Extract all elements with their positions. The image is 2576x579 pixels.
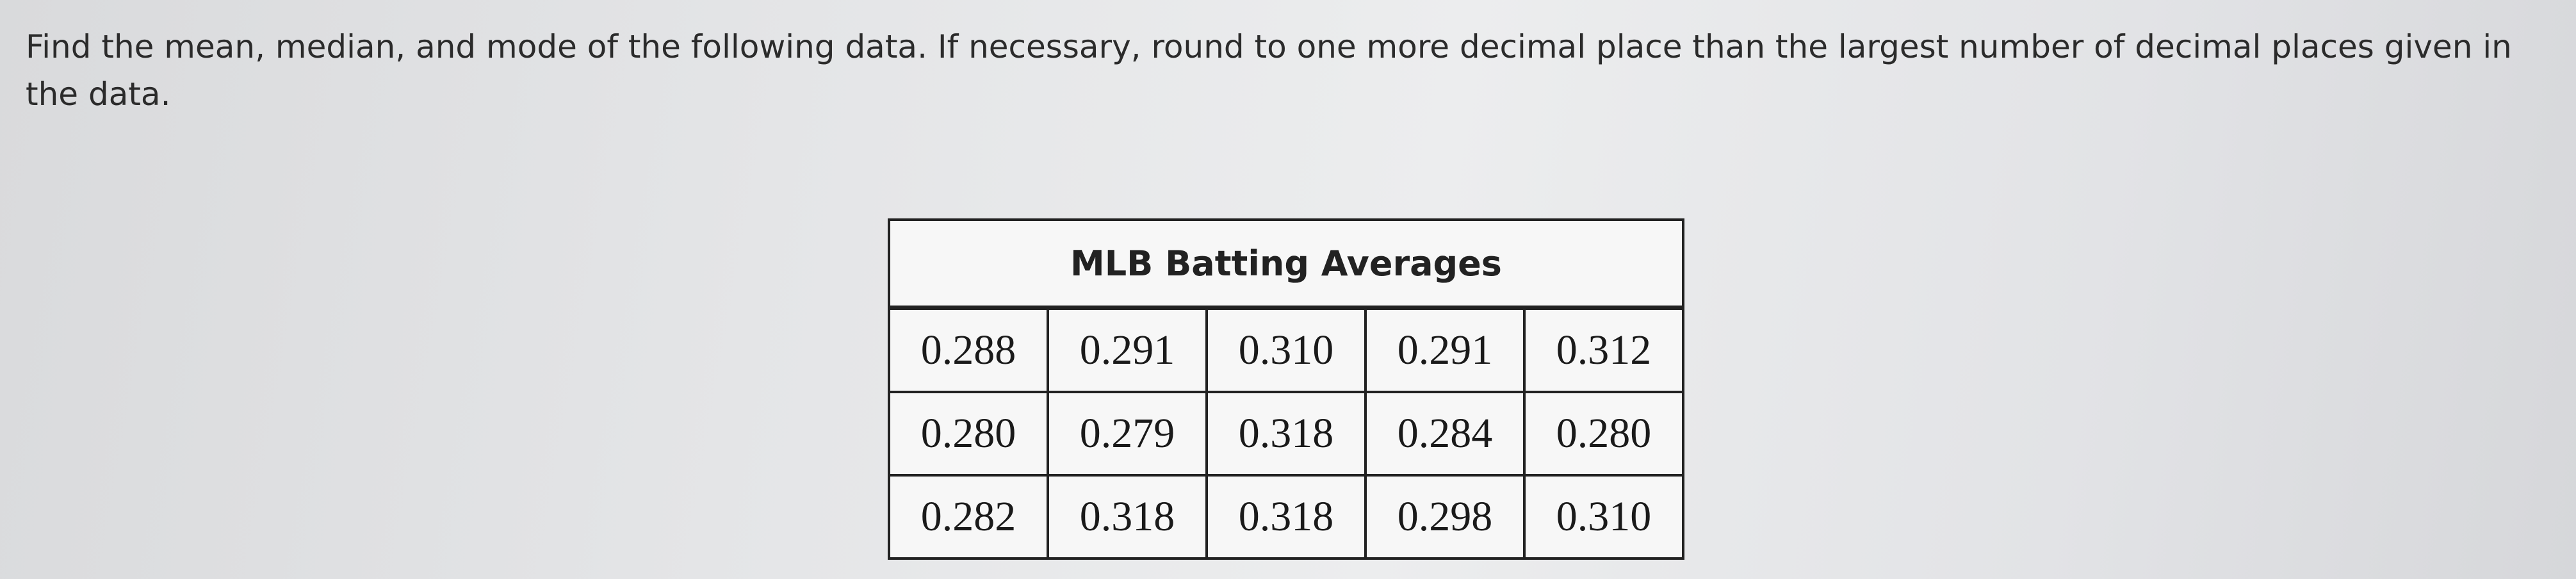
table-cell: 0.279	[1047, 391, 1208, 477]
data-table: MLB Batting Averages 0.288 0.291 0.310 0.29…	[888, 218, 1684, 560]
table-cell: 0.318	[1047, 474, 1208, 560]
table-row: 0.288 0.291 0.310 0.291 0.312	[888, 306, 1684, 393]
table-cell: 0.280	[888, 391, 1049, 477]
table-row: 0.282 0.318 0.318 0.298 0.310	[888, 474, 1684, 560]
table-cell: 0.298	[1364, 474, 1526, 560]
table-cell: 0.318	[1205, 391, 1367, 477]
table-cell: 0.284	[1364, 391, 1526, 477]
table-cell: 0.312	[1523, 306, 1684, 393]
table-cell: 0.291	[1364, 306, 1526, 393]
question-text: Find the mean, median, and mode of the f…	[26, 28, 2512, 113]
table-cell: 0.310	[1523, 474, 1684, 560]
table-cell: 0.282	[888, 474, 1049, 560]
table-cell: 0.318	[1205, 474, 1367, 560]
table-cell: 0.280	[1523, 391, 1684, 477]
table-cell: 0.310	[1205, 306, 1367, 393]
table-title: MLB Batting Averages	[889, 220, 1683, 310]
table-cell: 0.291	[1047, 306, 1208, 393]
table-row: 0.280 0.279 0.318 0.284 0.280	[888, 391, 1684, 477]
table-cell: 0.288	[888, 306, 1049, 393]
